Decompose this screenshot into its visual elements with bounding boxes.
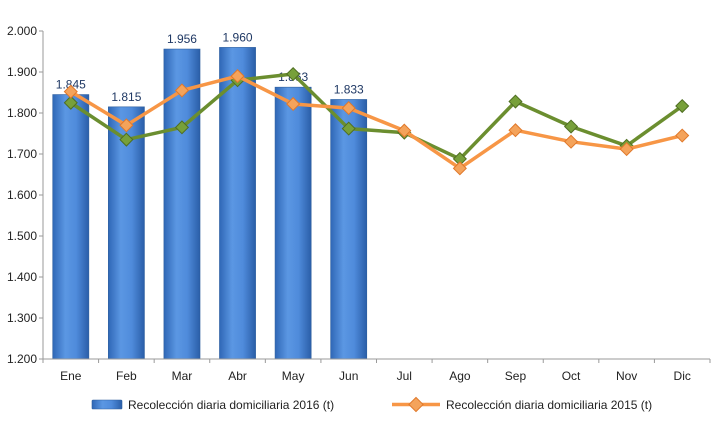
- data-point-marker: [508, 94, 523, 109]
- y-tick-label: 1.900: [7, 65, 37, 79]
- data-point-marker: [63, 95, 78, 110]
- x-tick-label: Ago: [449, 369, 471, 383]
- y-tick-label: 1.700: [7, 147, 37, 161]
- x-tick-label: Oct: [562, 369, 581, 383]
- y-tick-label: 1.800: [7, 106, 37, 120]
- x-tick-label: Abr: [228, 369, 247, 383]
- y-tick-label: 2.000: [7, 24, 37, 38]
- x-tick-label: Jun: [339, 369, 358, 383]
- bar-2016-ene: [52, 94, 90, 360]
- data-point-marker: [452, 151, 467, 166]
- legend-swatch-marker-2015: [408, 396, 424, 413]
- x-tick-label: Ene: [60, 369, 82, 383]
- bar-data-label: 1.956: [167, 32, 197, 46]
- data-point-marker: [119, 118, 134, 133]
- data-point-marker: [119, 132, 134, 147]
- line-series-green: [63, 66, 690, 166]
- data-point-marker: [230, 69, 245, 84]
- data-point-marker: [675, 98, 690, 114]
- bar-data-label: 1.815: [111, 90, 141, 104]
- data-point-marker: [174, 83, 190, 98]
- bar-data-label: 1.833: [334, 82, 364, 96]
- y-tick-label: 1.400: [7, 270, 37, 284]
- y-tick-label: 1.600: [7, 188, 37, 202]
- data-point-marker: [174, 120, 190, 135]
- data-point-marker: [286, 96, 301, 112]
- x-tick-label: Dic: [674, 369, 691, 383]
- bar-2016-may: [274, 86, 312, 360]
- data-point-marker: [341, 101, 356, 116]
- x-axis-ticks: Ene Feb Mar Abr May Jun Jul Ago Sep Oct Nov Dic: [42, 359, 711, 383]
- y-axis-ticks: 1.200 1.300 1.400 1.500 1.600 1.700 1.800 1.900…: [7, 24, 43, 366]
- data-point-marker: [63, 84, 78, 99]
- legend: Recolección diaria domiciliaria 2016 (t)…: [91, 396, 652, 413]
- series-line: [69, 72, 684, 161]
- y-tick-label: 1.500: [7, 229, 37, 243]
- data-point-marker: [286, 66, 301, 82]
- legend-label-2015: Recolección diaria domiciliaria 2015 (t): [446, 398, 652, 412]
- bar-2016-feb: [108, 106, 145, 360]
- bar-data-label: 1.960: [223, 30, 253, 44]
- x-tick-label: Jul: [397, 369, 412, 383]
- x-tick-label: May: [282, 369, 305, 383]
- bar-2016-jun: [330, 99, 368, 360]
- y-tick-label: 1.200: [7, 352, 37, 366]
- x-tick-label: Sep: [505, 369, 527, 383]
- data-point-marker: [452, 161, 467, 176]
- legend-label-2016: Recolección diaria domiciliaria 2016 (t): [128, 398, 334, 412]
- x-tick-label: Mar: [172, 369, 193, 383]
- data-point-marker: [397, 123, 412, 138]
- data-point-marker: [619, 142, 634, 157]
- data-point-marker: [563, 134, 579, 149]
- data-point-marker: [341, 121, 356, 136]
- data-point-marker: [508, 123, 523, 138]
- bar-data-label: 1.845: [56, 78, 86, 92]
- x-tick-label: Nov: [616, 369, 637, 383]
- line-series-group: [63, 66, 690, 176]
- data-point-marker: [675, 128, 690, 143]
- series-line: [69, 74, 683, 171]
- x-tick-label: Feb: [116, 369, 137, 383]
- y-tick-label: 1.300: [7, 311, 37, 325]
- legend-swatch-bar-2016: [91, 399, 123, 410]
- bar-series: [52, 47, 368, 360]
- data-point-marker: [563, 119, 579, 134]
- line-series-2015: [63, 69, 690, 176]
- bar-2016-abr: [219, 47, 256, 360]
